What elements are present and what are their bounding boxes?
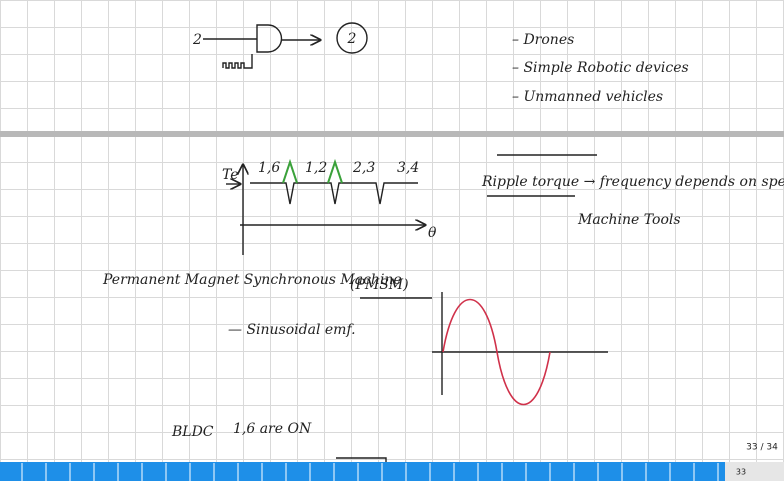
page-indicator	[725, 462, 784, 481]
note: — Sinusoidal emf.	[228, 322, 356, 338]
whiteboard: 2 2 – Drones – Simple Robotic devices – …	[0, 0, 784, 481]
and-gate	[257, 25, 282, 52]
bullet: – Drones	[512, 32, 574, 48]
bullet: – Unmanned vehicles	[512, 89, 663, 105]
separator	[0, 131, 784, 137]
note: Ripple torque → frequency depends on spe…	[481, 174, 784, 190]
notes-canvas: 2 2 – Drones – Simple Robotic devices – …	[0, 0, 784, 481]
bullet: – Simple Robotic devices	[512, 60, 689, 76]
clock-symbol	[223, 54, 252, 68]
note: 1,6 are ON	[233, 421, 312, 437]
axis-label: θ	[428, 225, 437, 241]
segment-label: 3,4	[397, 160, 419, 176]
page-strip[interactable]	[0, 462, 725, 481]
page-number: 33	[736, 468, 746, 477]
note: Machine Tools	[577, 212, 681, 228]
page-counter: 33 / 34	[746, 443, 778, 453]
note: BLDC	[171, 424, 214, 440]
torque-wave	[250, 183, 418, 204]
note: (PMSM)	[350, 277, 409, 293]
axis-label: Te	[222, 167, 239, 183]
segment-label: 2,3	[352, 160, 375, 176]
segment-label: 1,2	[305, 160, 327, 176]
circled-label: 2	[347, 31, 357, 47]
segment-label: 1,6	[258, 160, 280, 176]
gate-input: 2	[192, 32, 202, 48]
